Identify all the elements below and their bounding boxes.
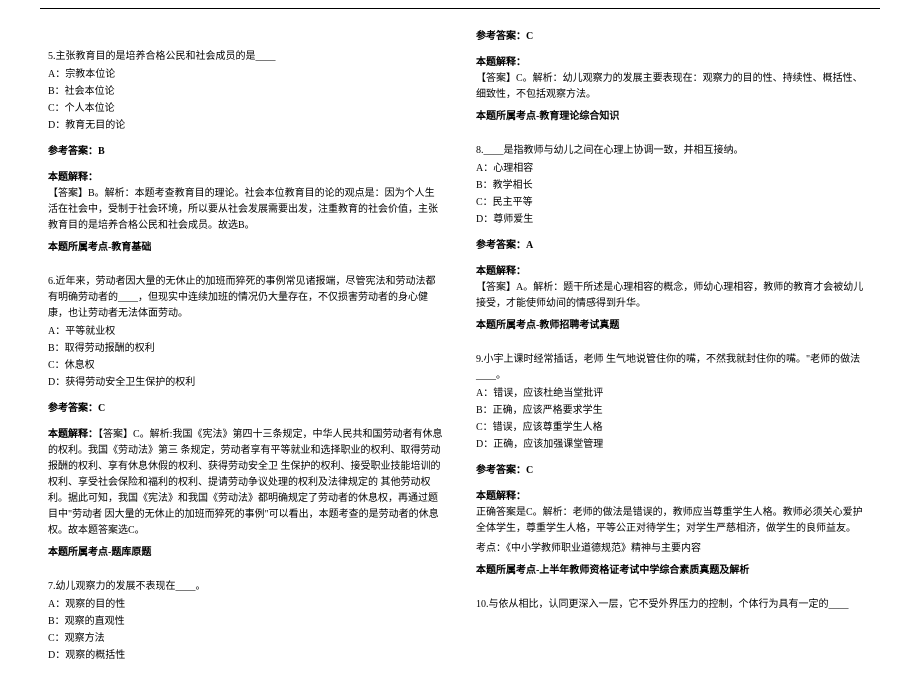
q8-opt-d: D：尊师爱生 [476,212,872,228]
q6-opt-b: B：取得劳动报酬的权利 [48,341,444,357]
question-7: 7.幼儿观察力的发展不表现在____。 A：观察的目的性 B：观察的直观性 C：… [48,579,444,664]
q5-explain-label: 本题解释： [48,170,444,186]
q9-opt-b: B：正确，应该严格要求学生 [476,403,872,419]
q9-stem: 9.小宇上课时经常插话，老师 生气地说管住你的嘴，不然我就封住你的嘴。"老师的做… [476,352,872,384]
q8-explain: 【答案】A。解析：题干所述是心理相容的概念，师幼心理相容，教师的教育才会被幼儿接… [476,280,872,312]
q7-explain: 【答案】C。解析：幼儿观察力的发展主要表现在：观察力的目的性、持续性、概括性、细… [476,71,872,103]
q5-stem: 5.主张教育目的是培养合格公民和社会成员的是____ [48,49,444,65]
q9-opt-d: D：正确，应该加强课堂管理 [476,437,872,453]
q7-explain-label: 本题解释： [476,55,872,71]
q8-answer: 参考答案：A [476,238,872,254]
q8-stem: 8.____是指教师与幼儿之间在心理上协调一致，并相互接纳。 [476,143,872,159]
q5-opt-a: A：宗教本位论 [48,67,444,83]
q9-topic: 本题所属考点-上半年教师资格证考试中学综合素质真题及解析 [476,563,872,579]
q6-topic: 本题所属考点-题库原题 [48,545,444,561]
left-column: 5.主张教育目的是培养合格公民和社会成员的是____ A：宗教本位论 B：社会本… [40,19,460,682]
q7-opt-b: B：观察的直观性 [48,614,444,630]
q9-opt-a: A：错误，应该杜绝当堂批评 [476,386,872,402]
q9-answer: 参考答案：C [476,463,872,479]
q5-opt-d: D：教育无目的论 [48,118,444,134]
q10-stem: 10.与依从相比，认同更深入一层，它不受外界压力的控制，个体行为具有一定的___… [476,597,872,613]
question-7-cont: 参考答案：C 本题解释： 【答案】C。解析：幼儿观察力的发展主要表现在：观察力的… [476,29,872,125]
q6-opt-d: D：获得劳动安全卫生保护的权利 [48,375,444,391]
q9-explain2: 考点：《中小学教师职业道德规范》精神与主要内容 [476,541,872,557]
q6-opt-a: A：平等就业权 [48,324,444,340]
question-8: 8.____是指教师与幼儿之间在心理上协调一致，并相互接纳。 A：心理相容 B：… [476,143,872,334]
q7-stem: 7.幼儿观察力的发展不表现在____。 [48,579,444,595]
q7-opt-d: D：观察的概括性 [48,648,444,664]
q7-opt-c: C：观察方法 [48,631,444,647]
q5-explain: 【答案】B。解析：本题考查教育目的理论。社会本位教育目的论的观点是：因为个人生活… [48,186,444,234]
q8-opt-c: C：民主平等 [476,195,872,211]
q6-answer: 参考答案：C [48,401,444,417]
q8-topic: 本题所属考点-教师招聘考试真题 [476,318,872,334]
question-9: 9.小宇上课时经常插话，老师 生气地说管住你的嘴，不然我就封住你的嘴。"老师的做… [476,352,872,579]
q7-topic: 本题所属考点-教育理论综合知识 [476,109,872,125]
q6-opt-c: C：休息权 [48,358,444,374]
page-container: 5.主张教育目的是培养合格公民和社会成员的是____ A：宗教本位论 B：社会本… [0,9,920,692]
q6-explain: 本题解释：【答案】C。解析:我国《宪法》第四十三条规定，中华人民共和国劳动者有休… [48,427,444,539]
q5-opt-b: B：社会本位论 [48,84,444,100]
question-5: 5.主张教育目的是培养合格公民和社会成员的是____ A：宗教本位论 B：社会本… [48,49,444,256]
q5-opt-c: C：个人本位论 [48,101,444,117]
q5-answer: 参考答案：B [48,144,444,160]
q5-topic: 本题所属考点-教育基础 [48,240,444,256]
q8-explain-label: 本题解释： [476,264,872,280]
right-column: 参考答案：C 本题解释： 【答案】C。解析：幼儿观察力的发展主要表现在：观察力的… [460,19,880,682]
q9-explain: 正确答案是C。解析：老师的做法是错误的，教师应当尊重学生人格。教师必须关心爱护全… [476,505,872,537]
q7-answer: 参考答案：C [476,29,872,45]
q8-opt-b: B：教学相长 [476,178,872,194]
question-6: 6.近年来，劳动者因大量的无休止的加班而猝死的事例常见诸报端，尽管宪法和劳动法都… [48,274,444,561]
q9-explain-label: 本题解释： [476,489,872,505]
question-10: 10.与依从相比，认同更深入一层，它不受外界压力的控制，个体行为具有一定的___… [476,597,872,613]
q7-opt-a: A：观察的目的性 [48,597,444,613]
q9-opt-c: C：错误，应该尊重学生人格 [476,420,872,436]
q6-stem: 6.近年来，劳动者因大量的无休止的加班而猝死的事例常见诸报端，尽管宪法和劳动法都… [48,274,444,322]
q8-opt-a: A：心理相容 [476,161,872,177]
